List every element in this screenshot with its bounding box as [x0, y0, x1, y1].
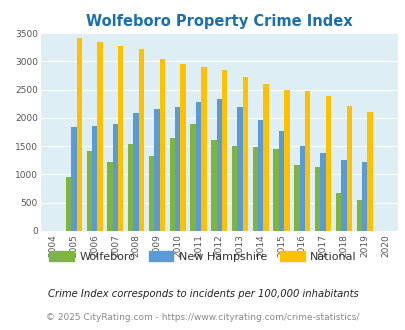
Bar — [190, 123, 195, 231]
Bar — [284, 89, 289, 231]
Bar — [216, 99, 222, 231]
Bar — [237, 107, 242, 231]
Bar — [304, 91, 310, 231]
Bar — [107, 162, 113, 231]
Bar — [195, 102, 200, 231]
Bar — [263, 84, 268, 231]
Bar — [361, 162, 367, 231]
Bar — [258, 119, 263, 231]
Bar — [356, 200, 361, 231]
Legend: Wolfeboro, New Hampshire, National: Wolfeboro, New Hampshire, National — [45, 247, 360, 267]
Bar — [159, 59, 164, 231]
Bar — [169, 138, 175, 231]
Bar — [273, 149, 278, 231]
Bar — [299, 146, 304, 231]
Bar — [278, 131, 284, 231]
Bar — [86, 151, 92, 231]
Bar — [66, 177, 71, 231]
Bar — [139, 50, 144, 231]
Bar — [92, 126, 97, 231]
Bar — [149, 156, 154, 231]
Bar — [77, 38, 82, 231]
Bar — [231, 146, 237, 231]
Bar — [222, 70, 227, 231]
Bar — [320, 153, 325, 231]
Bar — [133, 113, 139, 231]
Bar — [335, 192, 340, 231]
Bar — [367, 112, 372, 231]
Text: Crime Index corresponds to incidents per 100,000 inhabitants: Crime Index corresponds to incidents per… — [47, 289, 358, 299]
Bar — [211, 140, 216, 231]
Bar — [175, 107, 180, 231]
Bar — [294, 165, 299, 231]
Title: Wolfeboro Property Crime Index: Wolfeboro Property Crime Index — [86, 14, 352, 29]
Bar — [340, 160, 346, 231]
Bar — [242, 77, 247, 231]
Text: © 2025 CityRating.com - https://www.cityrating.com/crime-statistics/: © 2025 CityRating.com - https://www.city… — [46, 313, 359, 322]
Bar — [325, 96, 330, 231]
Bar — [128, 145, 133, 231]
Bar — [314, 167, 320, 231]
Bar — [97, 42, 102, 231]
Bar — [154, 109, 159, 231]
Bar — [71, 127, 77, 231]
Bar — [118, 46, 123, 231]
Bar — [200, 67, 206, 231]
Bar — [113, 124, 118, 231]
Bar — [346, 106, 351, 231]
Bar — [180, 64, 185, 231]
Bar — [252, 147, 258, 231]
